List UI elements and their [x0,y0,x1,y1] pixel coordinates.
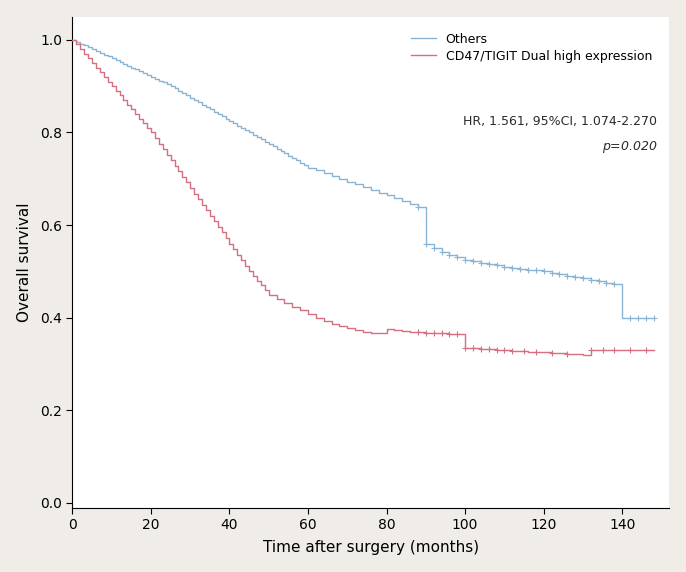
Text: HR, 1.561, 95%CI, 1.074-2.270: HR, 1.561, 95%CI, 1.074-2.270 [464,115,657,128]
Y-axis label: Overall survival: Overall survival [16,202,32,322]
Legend: Others, CD47/TIGIT Dual high expression: Others, CD47/TIGIT Dual high expression [405,28,657,67]
X-axis label: Time after surgery (months): Time after surgery (months) [263,541,479,555]
Text: $p$=0.020: $p$=0.020 [602,140,657,156]
